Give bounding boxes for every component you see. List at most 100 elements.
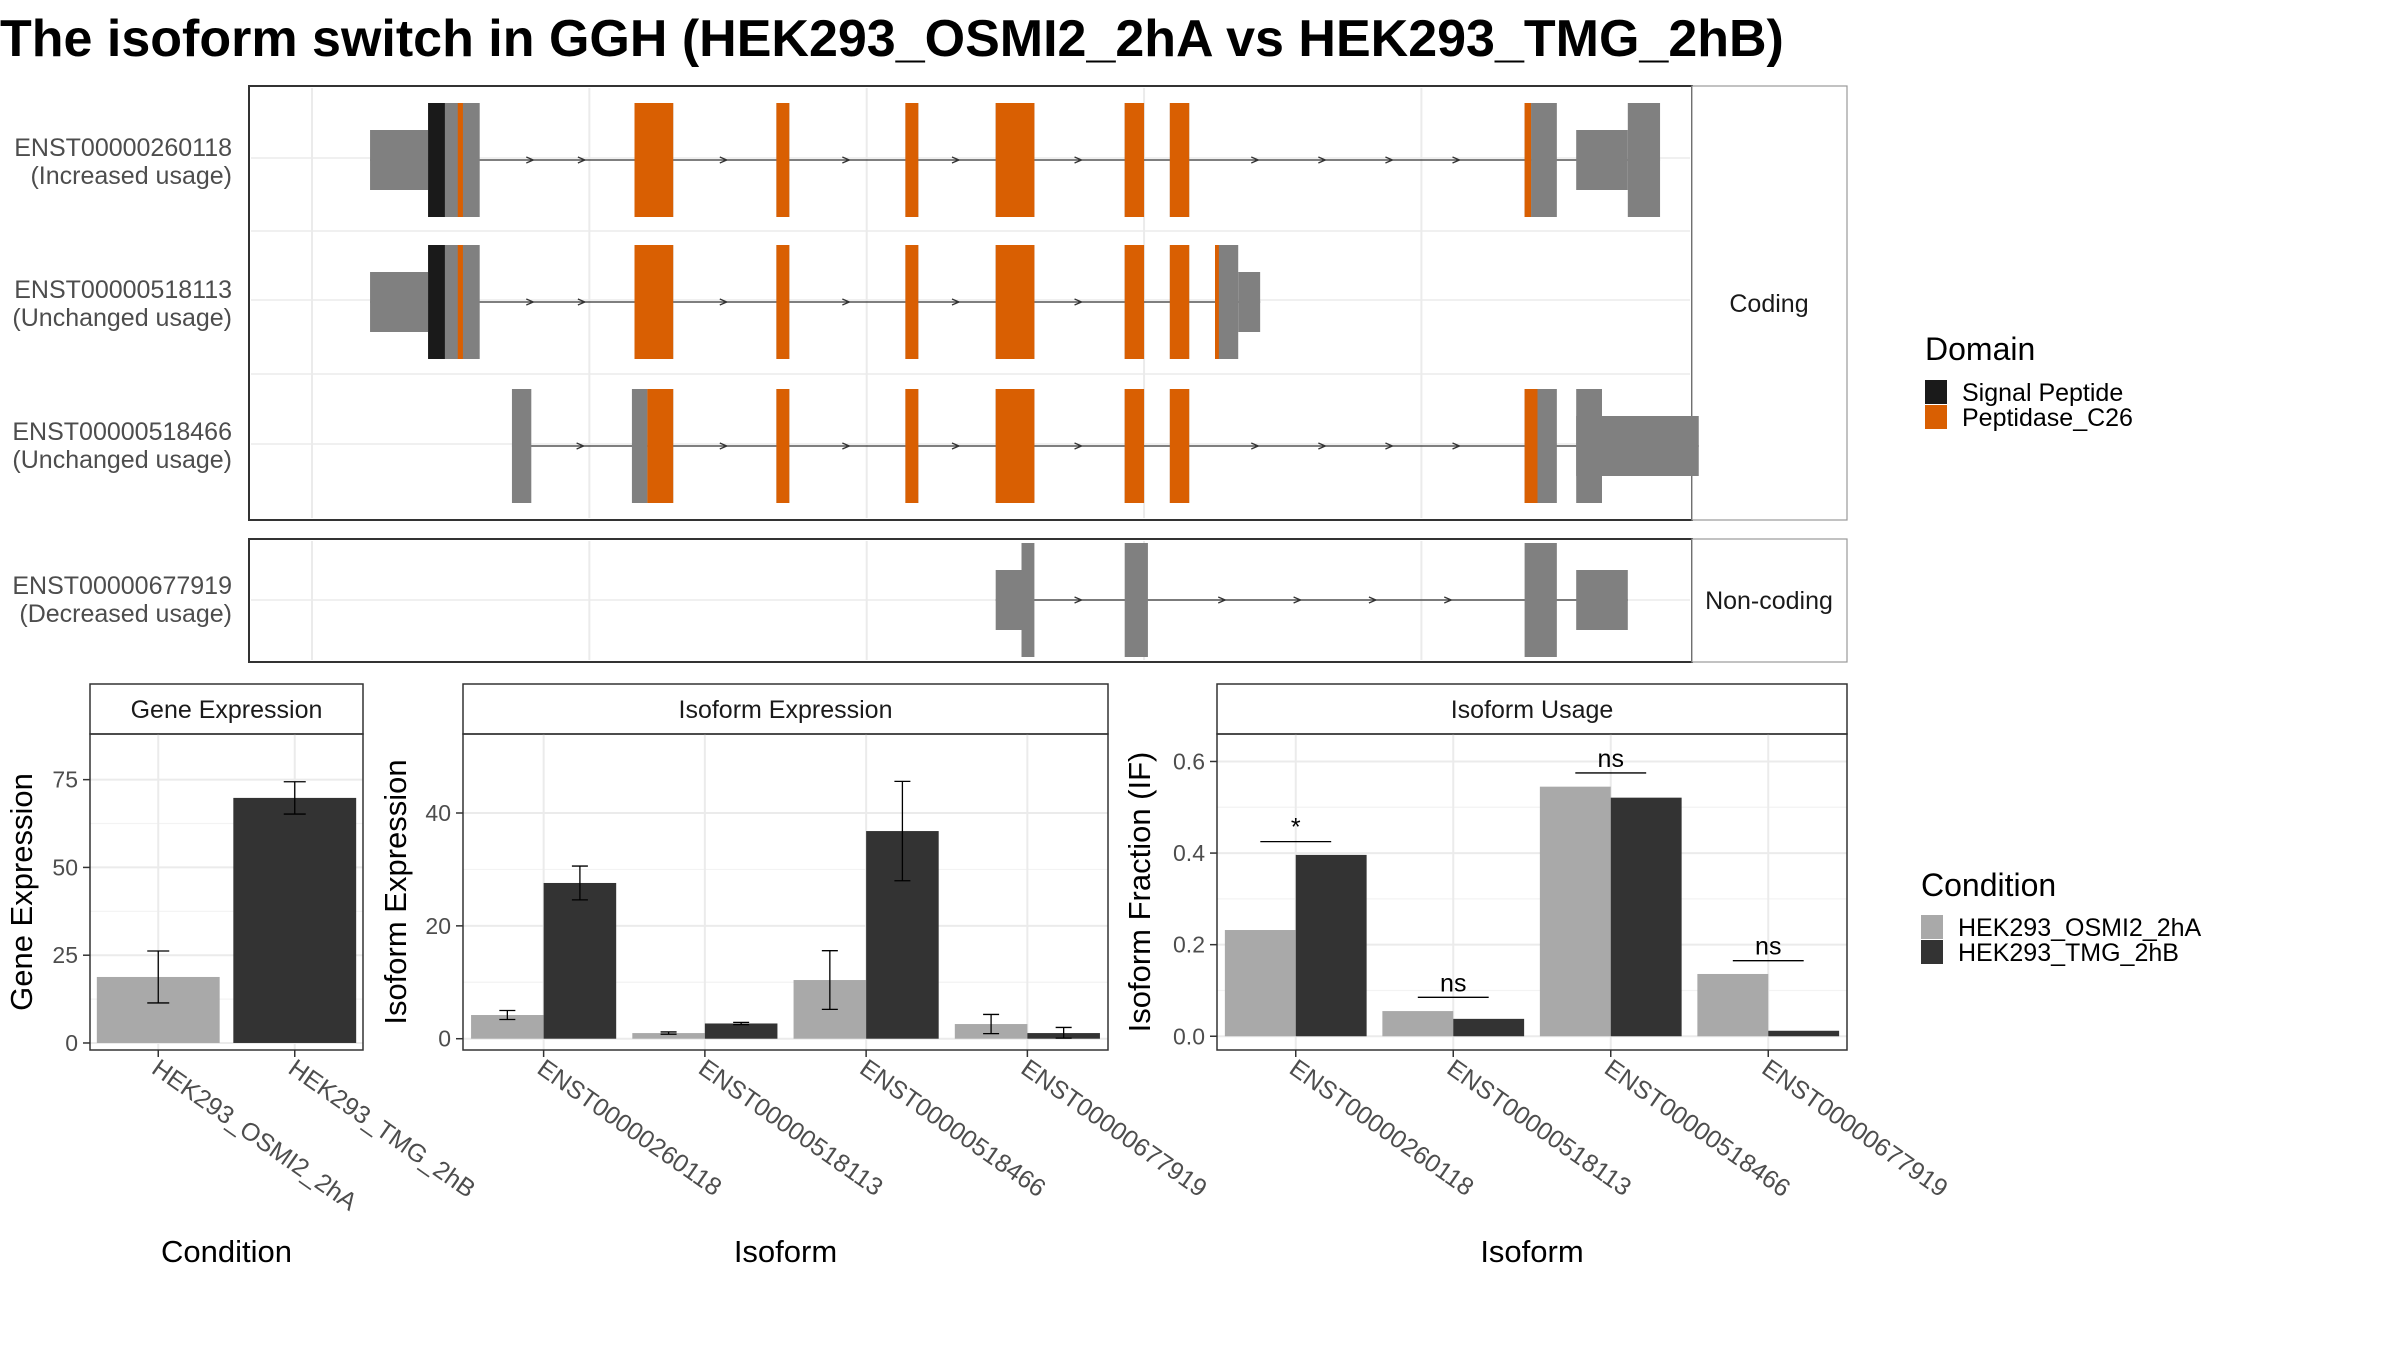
legend-item-peptidase: Peptidase_C26 bbox=[1962, 404, 2133, 432]
bar bbox=[1224, 930, 1296, 1037]
exon bbox=[1576, 570, 1628, 630]
peptidase-domain bbox=[457, 245, 463, 359]
y-axis-title: Gene Expression bbox=[4, 773, 39, 1011]
intron-arrow bbox=[526, 298, 535, 306]
peptidase-domain bbox=[634, 245, 674, 359]
peptidase-domain bbox=[1524, 389, 1538, 503]
legend-swatch-signal bbox=[1925, 380, 1947, 404]
intron-arrow bbox=[951, 156, 961, 164]
panel-title: Isoform Usage bbox=[1451, 696, 1614, 724]
peptidase-domain bbox=[995, 245, 1035, 359]
bar bbox=[1768, 1030, 1840, 1037]
panel-strip bbox=[462, 683, 1109, 735]
gene-expression-chart: Gene Expression0255075HEK293_OSMI2_2hAHE… bbox=[4, 683, 480, 1269]
y-tick-label: 20 bbox=[425, 913, 451, 939]
intron-arrow bbox=[1318, 442, 1328, 450]
strip-coding: Coding bbox=[1729, 290, 1808, 318]
y-tick-label: 0 bbox=[65, 1030, 78, 1056]
intron-arrow bbox=[1293, 596, 1303, 604]
intron-arrow bbox=[1251, 156, 1260, 164]
panel-border bbox=[1216, 733, 1848, 1051]
exon bbox=[1524, 543, 1557, 657]
significance-label: ns bbox=[1598, 745, 1624, 773]
isoform-label-1: ENST00000260118 bbox=[14, 134, 232, 162]
exon bbox=[1124, 543, 1148, 657]
intron-arrow bbox=[576, 442, 586, 450]
isoform-track-ENST00000518113 bbox=[370, 245, 1261, 359]
peptidase-domain bbox=[1124, 245, 1145, 359]
domain-legend-title: Domain bbox=[1925, 331, 2035, 367]
y-axis-title: Isoform Fraction (IF) bbox=[1122, 752, 1157, 1033]
intron-arrow bbox=[1368, 596, 1378, 604]
y-axis-title: Isoform Expression bbox=[378, 759, 413, 1024]
cds-exon bbox=[1576, 389, 1602, 503]
peptidase-domain bbox=[905, 245, 919, 359]
intron-arrow bbox=[1074, 298, 1084, 306]
peptidase-domain bbox=[1124, 389, 1145, 503]
legend-swatch-cond-a bbox=[1921, 915, 1943, 939]
peptidase-domain bbox=[1169, 389, 1190, 503]
isoform-track-ENST00000677919 bbox=[995, 543, 1628, 657]
legend-item-signal: Signal Peptide bbox=[1962, 379, 2123, 407]
exon bbox=[995, 570, 1022, 630]
utr-exon bbox=[1238, 272, 1261, 332]
x-axis-title: Isoform bbox=[1480, 1234, 1583, 1269]
isoform-track-ENST00000518466 bbox=[511, 389, 1699, 503]
panel-title: Gene Expression bbox=[131, 696, 323, 724]
intron-arrow bbox=[1218, 596, 1227, 604]
utr-exon bbox=[1576, 130, 1628, 190]
y-tick-label: 0.4 bbox=[1173, 840, 1205, 866]
significance-label: * bbox=[1291, 814, 1301, 842]
legend-swatch-peptidase bbox=[1925, 405, 1947, 429]
intron-arrow bbox=[842, 442, 852, 450]
bar bbox=[1610, 797, 1682, 1037]
cds-exon bbox=[1215, 245, 1239, 359]
condition-legend: Condition HEK293_OSMI2_2hA HEK293_TMG_2h… bbox=[1921, 867, 2202, 967]
isoform-label-2: ENST00000518113 bbox=[14, 276, 232, 304]
intron-arrow bbox=[1452, 156, 1462, 164]
legend-swatch-cond-b bbox=[1921, 940, 1943, 964]
bar bbox=[543, 882, 617, 1039]
panel-border bbox=[462, 733, 1109, 1051]
transcript-structure: Coding Non-coding ENST00000260118 (Incre… bbox=[12, 85, 1848, 663]
isoform-label-4: ENST00000677919 bbox=[12, 572, 232, 600]
exon bbox=[631, 389, 648, 503]
bar bbox=[1539, 786, 1611, 1037]
exon bbox=[1021, 543, 1035, 657]
peptidase-domain bbox=[1169, 103, 1190, 217]
intron-arrow bbox=[842, 298, 852, 306]
signal-peptide-domain bbox=[428, 103, 445, 217]
intron-arrow bbox=[526, 156, 535, 164]
y-tick-label: 50 bbox=[52, 854, 78, 880]
y-tick-label: 0 bbox=[438, 1026, 451, 1052]
intron-arrow bbox=[1385, 442, 1395, 450]
isoform-usage-1: (Increased usage) bbox=[30, 162, 232, 190]
intron-arrow bbox=[1385, 156, 1395, 164]
peptidase-domain bbox=[1524, 103, 1532, 217]
bar bbox=[1295, 854, 1367, 1037]
intron-arrow bbox=[719, 442, 729, 450]
peptidase-domain bbox=[776, 245, 790, 359]
isoform-usage-4: (Decreased usage) bbox=[19, 600, 232, 628]
figure-title: The isoform switch in GGH (HEK293_OSMI2_… bbox=[0, 10, 1784, 68]
y-tick-label: 40 bbox=[425, 800, 451, 826]
exon bbox=[1531, 103, 1557, 217]
y-tick-label: 0.0 bbox=[1173, 1023, 1205, 1049]
intron-arrow bbox=[1074, 596, 1084, 604]
strip-noncoding: Non-coding bbox=[1705, 587, 1833, 615]
x-axis-title: Isoform bbox=[734, 1234, 837, 1269]
y-tick-label: 75 bbox=[52, 767, 78, 793]
intron-arrow bbox=[842, 156, 852, 164]
peptidase-domain bbox=[776, 103, 790, 217]
isoform-track-ENST00000260118 bbox=[370, 103, 1661, 217]
significance-label: ns bbox=[1755, 933, 1781, 961]
peptidase-domain bbox=[995, 389, 1035, 503]
exon bbox=[511, 389, 532, 503]
peptidase-domain bbox=[776, 389, 790, 503]
noncoding-strip bbox=[1691, 538, 1848, 663]
intron-arrow bbox=[951, 298, 961, 306]
y-tick-label: 0.6 bbox=[1173, 748, 1205, 774]
legend-item-cond-b: HEK293_TMG_2hB bbox=[1958, 939, 2179, 967]
utr-exon bbox=[370, 272, 429, 332]
signal-peptide-domain bbox=[428, 245, 445, 359]
